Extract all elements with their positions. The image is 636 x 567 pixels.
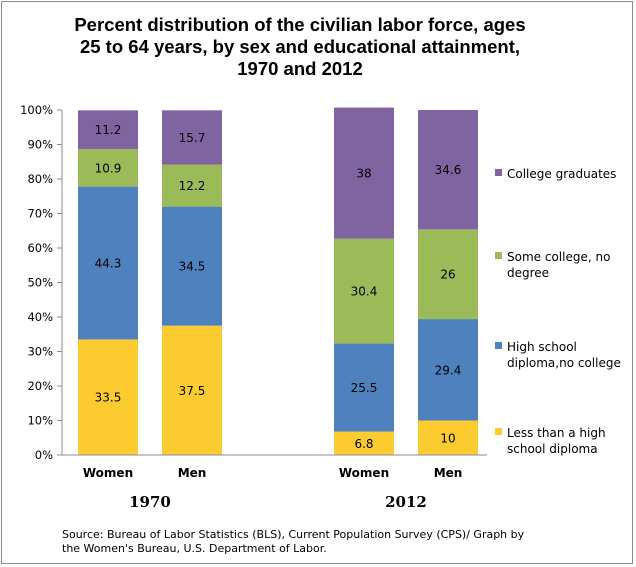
y-tick-label: 90%: [27, 138, 53, 152]
y-tick-label: 10%: [27, 414, 53, 428]
legend-label: degree: [507, 266, 549, 280]
data-label: 34.6: [435, 163, 462, 177]
y-tick-label: 40%: [27, 310, 53, 324]
data-label: 12.2: [179, 179, 206, 193]
x-category-label: Women: [339, 466, 389, 480]
bar-segment: [162, 206, 222, 326]
chart-title-line: 25 to 64 years, by sex and educational a…: [79, 36, 521, 57]
bar-segment: [162, 110, 222, 165]
bar-segment: [334, 238, 394, 344]
y-tick-label: 50%: [27, 276, 53, 290]
chart-title: Percent distribution of the civilian lab…: [40, 14, 560, 80]
bar-segment: [78, 148, 138, 187]
data-label: 30.4: [351, 285, 378, 299]
y-tick-label: 70%: [27, 207, 53, 221]
bar-segment: [78, 186, 138, 340]
y-tick-label: 60%: [27, 241, 53, 255]
chart-title-line: 1970 and 2012: [237, 58, 363, 79]
bar-segment: [334, 431, 394, 455]
data-label: 25.5: [351, 381, 378, 395]
data-label: 44.3: [95, 257, 122, 271]
x-group-label: 2012: [385, 493, 427, 511]
data-label: 15.7: [179, 131, 206, 145]
bar-segment: [334, 343, 394, 432]
y-tick-label: 100%: [20, 103, 53, 117]
source-note: Source: Bureau of Labor Statistics (BLS)…: [62, 528, 562, 556]
bar-segment: [78, 110, 138, 149]
data-label: 26: [440, 268, 455, 282]
legend-label: school diploma: [507, 442, 598, 456]
legend-label: High school: [507, 340, 577, 354]
source-line: the Women's Bureau, U.S. Department of L…: [62, 542, 327, 555]
bar-segment: [418, 229, 478, 320]
data-label: 34.5: [179, 260, 206, 274]
bar-segment: [418, 319, 478, 421]
bar-segment: [334, 107, 394, 239]
x-category-label: Men: [434, 466, 463, 480]
legend-label: Less than a high: [507, 426, 606, 440]
y-tick-label: 0%: [35, 448, 53, 462]
legend-swatch: [495, 428, 502, 435]
data-label: 11.2: [95, 123, 122, 137]
bar-segment: [162, 325, 222, 455]
bar-segment: [78, 339, 138, 455]
y-tick-label: 30%: [27, 345, 53, 359]
data-label: 10: [440, 431, 455, 445]
bar-segment: [162, 164, 222, 207]
chart-title-line: Percent distribution of the civilian lab…: [74, 14, 526, 35]
y-tick-label: 20%: [27, 379, 53, 393]
stacked-bar-chart: 0% 10% 20% 30% 40% 50% 60% 70% 80% 90% 100% 33.5 44.…: [20, 103, 621, 511]
bar-segment: [418, 420, 478, 455]
legend-label: Some college, no: [507, 250, 610, 264]
x-category-label: Women: [83, 466, 133, 480]
legend-swatch: [495, 169, 502, 176]
x-category-label: Men: [178, 466, 207, 480]
bar-segment: [418, 110, 478, 230]
x-group-label: 1970: [129, 493, 171, 511]
data-label: 38: [356, 167, 371, 181]
data-label: 37.5: [179, 384, 206, 398]
legend-swatch: [495, 252, 502, 259]
data-label: 10.9: [95, 161, 122, 175]
legend-swatch: [495, 342, 502, 349]
legend-label: diploma,no college: [507, 356, 621, 370]
source-line: Source: Bureau of Labor Statistics (BLS)…: [62, 528, 525, 541]
legend-label: College graduates: [507, 167, 616, 181]
y-tick-label: 80%: [27, 172, 53, 186]
data-label: 33.5: [95, 391, 122, 405]
data-label: 6.8: [354, 437, 373, 451]
data-label: 29.4: [435, 363, 462, 377]
